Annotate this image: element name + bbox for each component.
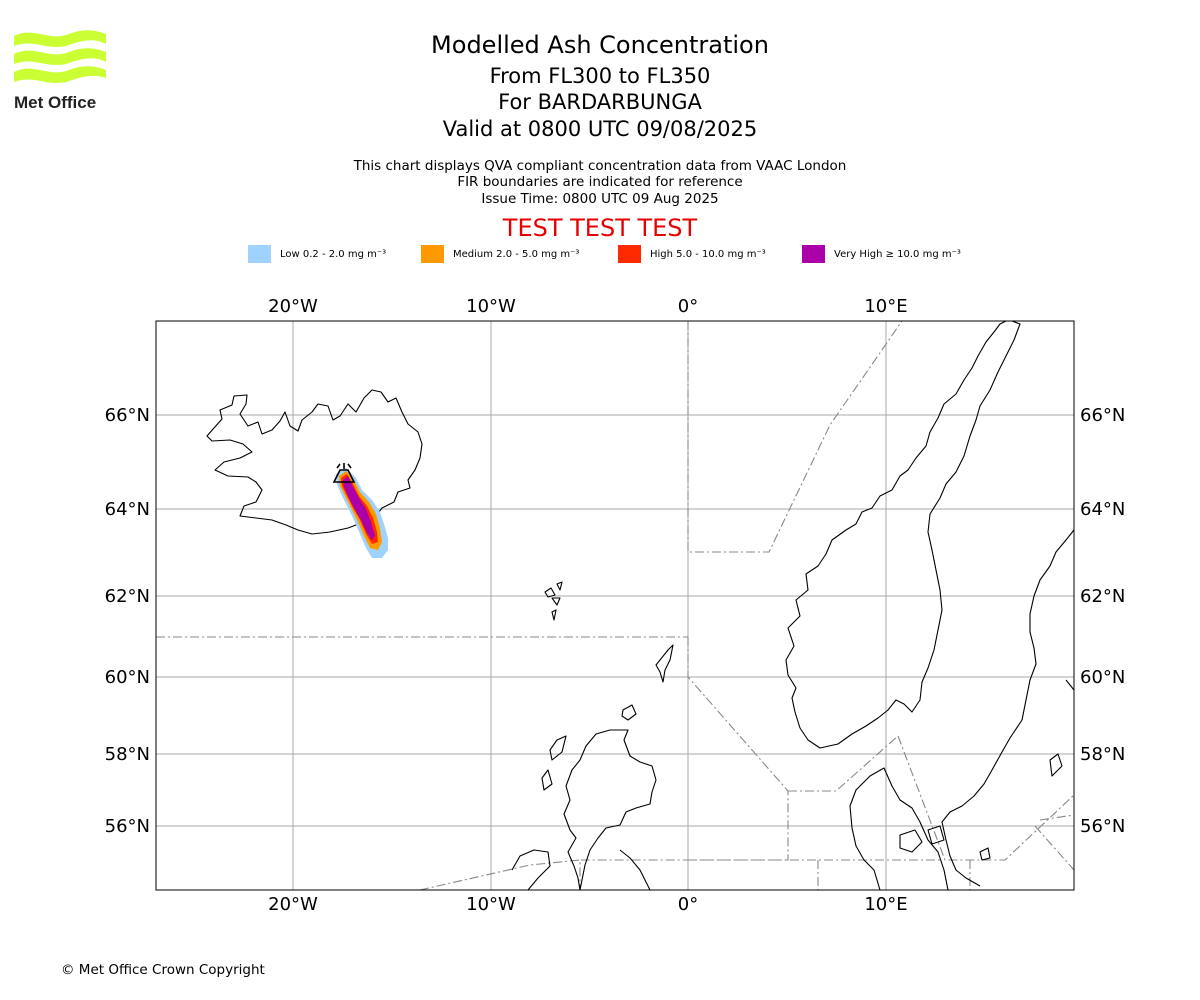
lon-label-bottom-10e: 10°E xyxy=(864,894,907,915)
legend-item-medium: Medium 2.0 - 5.0 mg m⁻³ xyxy=(421,244,579,264)
denmark-coast xyxy=(849,767,949,890)
danish-islands xyxy=(899,825,945,853)
orkney-coast xyxy=(621,704,637,721)
legend-swatch-very-high xyxy=(802,245,825,263)
lon-label-bottom-0: 0° xyxy=(678,894,698,915)
legend-swatch-low xyxy=(248,245,271,263)
copyright-notice: © Met Office Crown Copyright xyxy=(61,962,265,978)
sweden-coast xyxy=(941,529,1074,887)
lat-label-right-62n: 62°N xyxy=(1080,586,1125,607)
fir-boundaries xyxy=(156,321,1074,890)
scotland-coast xyxy=(563,729,657,890)
lon-label-top-10w: 10°W xyxy=(466,296,516,317)
legend-item-high: High 5.0 - 10.0 mg m⁻³ xyxy=(618,244,766,264)
faroe-coast xyxy=(544,581,563,621)
plume-very-high xyxy=(343,476,375,540)
ash-plume xyxy=(336,468,388,558)
lat-label-left-62n: 62°N xyxy=(105,586,150,607)
lat-label-right-58n: 58°N xyxy=(1080,744,1125,765)
england-north xyxy=(619,849,651,890)
legend-swatch-high xyxy=(618,245,641,263)
lat-label-right-66n: 66°N xyxy=(1080,405,1125,426)
lat-label-left-56n: 56°N xyxy=(105,816,150,837)
logo-text: Met Office xyxy=(14,93,96,112)
volcano-name: For BARDARBUNGA xyxy=(498,90,702,114)
info-line-fir: FIR boundaries are indicated for referen… xyxy=(457,174,743,190)
iceland-coast xyxy=(206,389,423,535)
flight-level-range: From FL300 to FL350 xyxy=(489,64,711,88)
lat-label-left-58n: 58°N xyxy=(105,744,150,765)
legend-label-low: Low 0.2 - 2.0 mg m⁻³ xyxy=(280,248,387,260)
info-line-qva: This chart displays QVA compliant concen… xyxy=(353,158,847,174)
legend-label-medium: Medium 2.0 - 5.0 mg m⁻³ xyxy=(453,248,580,260)
legend-label-high: High 5.0 - 10.0 mg m⁻³ xyxy=(650,248,766,260)
met-office-logo: Met Office xyxy=(14,30,106,112)
issue-time: Issue Time: 0800 UTC 09 Aug 2025 xyxy=(481,191,719,207)
valid-time: Valid at 0800 UTC 09/08/2025 xyxy=(442,117,758,141)
hebrides-coast xyxy=(541,735,567,791)
lat-label-left-64n: 64°N xyxy=(105,499,150,520)
lat-label-right-60n: 60°N xyxy=(1080,667,1125,688)
chart-title: Modelled Ash Concentration xyxy=(431,31,769,59)
graticule xyxy=(156,321,1074,890)
legend-swatch-medium xyxy=(421,245,444,263)
baltic-island xyxy=(1049,753,1063,777)
coastlines xyxy=(206,321,1074,890)
lon-label-bottom-20w: 20°W xyxy=(268,894,318,915)
lon-label-top-10e: 10°E xyxy=(864,296,907,317)
lon-label-bottom-10w: 10°W xyxy=(466,894,516,915)
lon-label-top-0: 0° xyxy=(678,296,698,317)
map-frame xyxy=(155,320,1075,891)
volcano-icon xyxy=(332,463,356,483)
legend-label-very-high: Very High ≥ 10.0 mg m⁻³ xyxy=(834,248,961,260)
lat-label-left-60n: 60°N xyxy=(105,667,150,688)
legend-item-low: Low 0.2 - 2.0 mg m⁻³ xyxy=(248,244,386,264)
lat-label-left-66n: 66°N xyxy=(105,405,150,426)
norway-coast xyxy=(785,321,1021,749)
lon-label-top-20w: 20°W xyxy=(268,296,318,317)
ireland-north xyxy=(511,849,551,890)
shetland-coast xyxy=(655,644,674,683)
test-banner: TEST TEST TEST xyxy=(502,214,698,242)
lat-label-right-64n: 64°N xyxy=(1080,499,1125,520)
sweden-inland xyxy=(1065,679,1074,691)
bornholm xyxy=(979,847,991,861)
lat-label-right-56n: 56°N xyxy=(1080,816,1125,837)
legend-item-very-high: Very High ≥ 10.0 mg m⁻³ xyxy=(802,244,961,264)
